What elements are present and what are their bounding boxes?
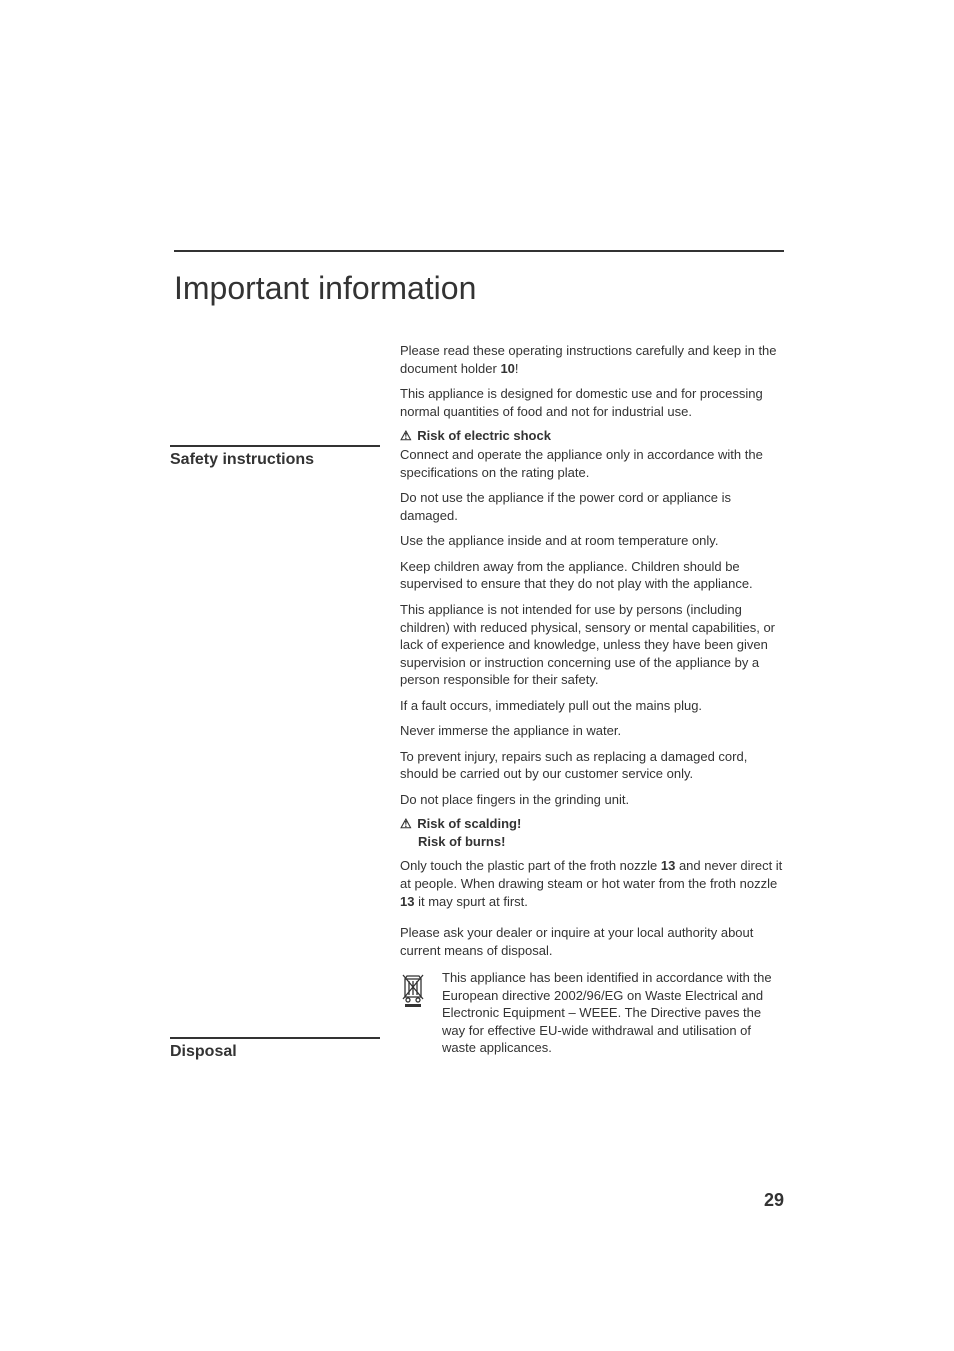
- disposal-weee-row: This appliance has been identified in ac…: [400, 969, 784, 1065]
- safety-p6: If a fault occurs, immediately pull out …: [400, 697, 784, 715]
- top-rule: [174, 250, 784, 252]
- nozzle-num-1: 13: [661, 858, 675, 873]
- intro-p1-text-c: !: [515, 361, 519, 376]
- warning-electric-shock: ⚠ Risk of electric shock: [400, 428, 784, 444]
- warning-scalding: ⚠ Risk of scalding!: [400, 816, 784, 832]
- safety-p5: This appliance is not intended for use b…: [400, 601, 784, 689]
- weee-icon: [400, 969, 428, 1065]
- disposal-p2: This appliance has been identified in ac…: [442, 969, 784, 1057]
- holder-number: 10: [500, 361, 514, 376]
- p10-a: Only touch the plastic part of the froth…: [400, 858, 661, 873]
- left-column: Safety instructions Disposal: [170, 342, 380, 1065]
- intro-p1: Please read these operating instructions…: [400, 342, 784, 377]
- safety-p1: Connect and operate the appliance only i…: [400, 446, 784, 481]
- warning2-text: Risk of scalding!: [417, 816, 521, 831]
- safety-p4: Keep children away from the appliance. C…: [400, 558, 784, 593]
- safety-p10: Only touch the plastic part of the froth…: [400, 857, 784, 910]
- warning-icon: ⚠: [400, 816, 412, 832]
- safety-p3: Use the appliance inside and at room tem…: [400, 532, 784, 550]
- safety-p2: Do not use the appliance if the power co…: [400, 489, 784, 524]
- warning1-text: Risk of electric shock: [417, 428, 551, 443]
- right-column: Please read these operating instructions…: [400, 342, 784, 1065]
- disposal-p1: Please ask your dealer or inquire at you…: [400, 924, 784, 959]
- warning-burns: Risk of burns!: [418, 834, 784, 849]
- page-title: Important information: [174, 270, 784, 307]
- safety-p9: Do not place fingers in the grinding uni…: [400, 791, 784, 809]
- nozzle-num-2: 13: [400, 894, 414, 909]
- p10-e: it may spurt at first.: [414, 894, 527, 909]
- warning-icon: ⚠: [400, 428, 412, 444]
- page-number: 29: [764, 1190, 784, 1211]
- disposal-heading: Disposal: [170, 1037, 380, 1061]
- safety-p7: Never immerse the appliance in water.: [400, 722, 784, 740]
- intro-p2: This appliance is designed for domestic …: [400, 385, 784, 420]
- intro-p1-text-a: Please read these operating instructions…: [400, 343, 777, 376]
- safety-heading: Safety instructions: [170, 445, 380, 469]
- safety-p8: To prevent injury, repairs such as repla…: [400, 748, 784, 783]
